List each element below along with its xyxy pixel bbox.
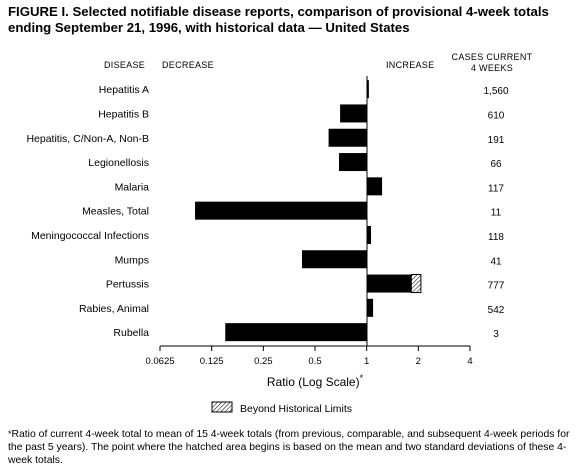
x-tick-label: 1 xyxy=(364,356,369,367)
category-label: Hepatitis A xyxy=(99,84,149,96)
category-label: Hepatitis B xyxy=(98,108,149,120)
header-cases-line2: 4 WEEKS xyxy=(471,63,513,73)
cases-value: 118 xyxy=(488,232,504,243)
cases-value: 610 xyxy=(488,110,505,121)
header-increase: INCREASE xyxy=(386,60,434,70)
cases-value: 41 xyxy=(490,256,502,267)
category-label: Meningococcal Infections xyxy=(31,230,149,242)
bar-beyond-historical-limits xyxy=(410,274,422,294)
bar xyxy=(328,128,367,147)
bar xyxy=(366,274,412,293)
x-axis-ticks: 0.0625 0.125 0.25 0.5 1 2 4 xyxy=(145,346,473,367)
category-label: Rubella xyxy=(113,327,149,339)
category-label: Legionellosis xyxy=(88,157,149,169)
bar xyxy=(366,177,383,196)
figure-title: FIGURE I. Selected notifiable disease re… xyxy=(8,4,549,35)
legend-swatch-hatched xyxy=(211,401,233,413)
x-tick-label: 4 xyxy=(467,356,472,367)
x-tick-label: 2 xyxy=(416,356,421,367)
x-axis-label: Ratio (Log Scale)* xyxy=(267,373,364,389)
x-tick-label: 0.5 xyxy=(308,356,321,367)
category-label: Pertussis xyxy=(106,279,149,291)
cases-value: 66 xyxy=(490,159,502,170)
header-disease: DISEASE xyxy=(104,60,145,70)
x-tick-label: 0.125 xyxy=(200,356,224,367)
category-labels: Hepatitis A Hepatitis B Hepatitis, C/Non-A… xyxy=(26,84,149,339)
bar xyxy=(225,323,367,342)
x-tick-label: 0.0625 xyxy=(145,356,174,367)
bar xyxy=(340,104,367,123)
bars-layer xyxy=(195,80,422,342)
bar xyxy=(366,80,369,99)
category-label: Malaria xyxy=(115,181,150,193)
bar xyxy=(302,250,367,269)
cases-value: 1,560 xyxy=(483,86,508,97)
footnote: *Ratio of current 4-week total to mean o… xyxy=(8,428,574,467)
bar xyxy=(339,153,367,172)
footnote-text: Ratio of current 4-week total to mean of… xyxy=(8,429,570,466)
bar xyxy=(366,298,374,317)
bar xyxy=(195,201,367,220)
x-tick-label: 0.25 xyxy=(254,356,273,367)
category-label: Hepatitis, C/Non-A, Non-B xyxy=(26,133,149,145)
cases-value: 191 xyxy=(488,135,505,146)
header-cases-line1: CASES CURRENT xyxy=(452,52,533,62)
x-axis-label-text: Ratio (Log Scale) xyxy=(267,375,360,389)
category-label: Mumps xyxy=(115,254,149,266)
cases-value: 3 xyxy=(493,329,499,340)
footnote-marker: * xyxy=(8,429,12,439)
x-axis-label-marker: * xyxy=(360,373,364,383)
header-decrease: DECREASE xyxy=(162,60,214,70)
cases-values: 1,560 610 191 66 117 11 118 41 777 542 3 xyxy=(483,86,508,340)
cases-value: 11 xyxy=(491,208,502,219)
bar xyxy=(366,225,372,244)
category-label: Rabies, Animal xyxy=(79,303,149,315)
cases-value: 117 xyxy=(488,183,504,194)
cases-value: 542 xyxy=(488,305,505,316)
category-label: Measles, Total xyxy=(82,206,149,218)
cases-value: 777 xyxy=(488,281,505,292)
legend-label: Beyond Historical Limits xyxy=(240,403,352,415)
